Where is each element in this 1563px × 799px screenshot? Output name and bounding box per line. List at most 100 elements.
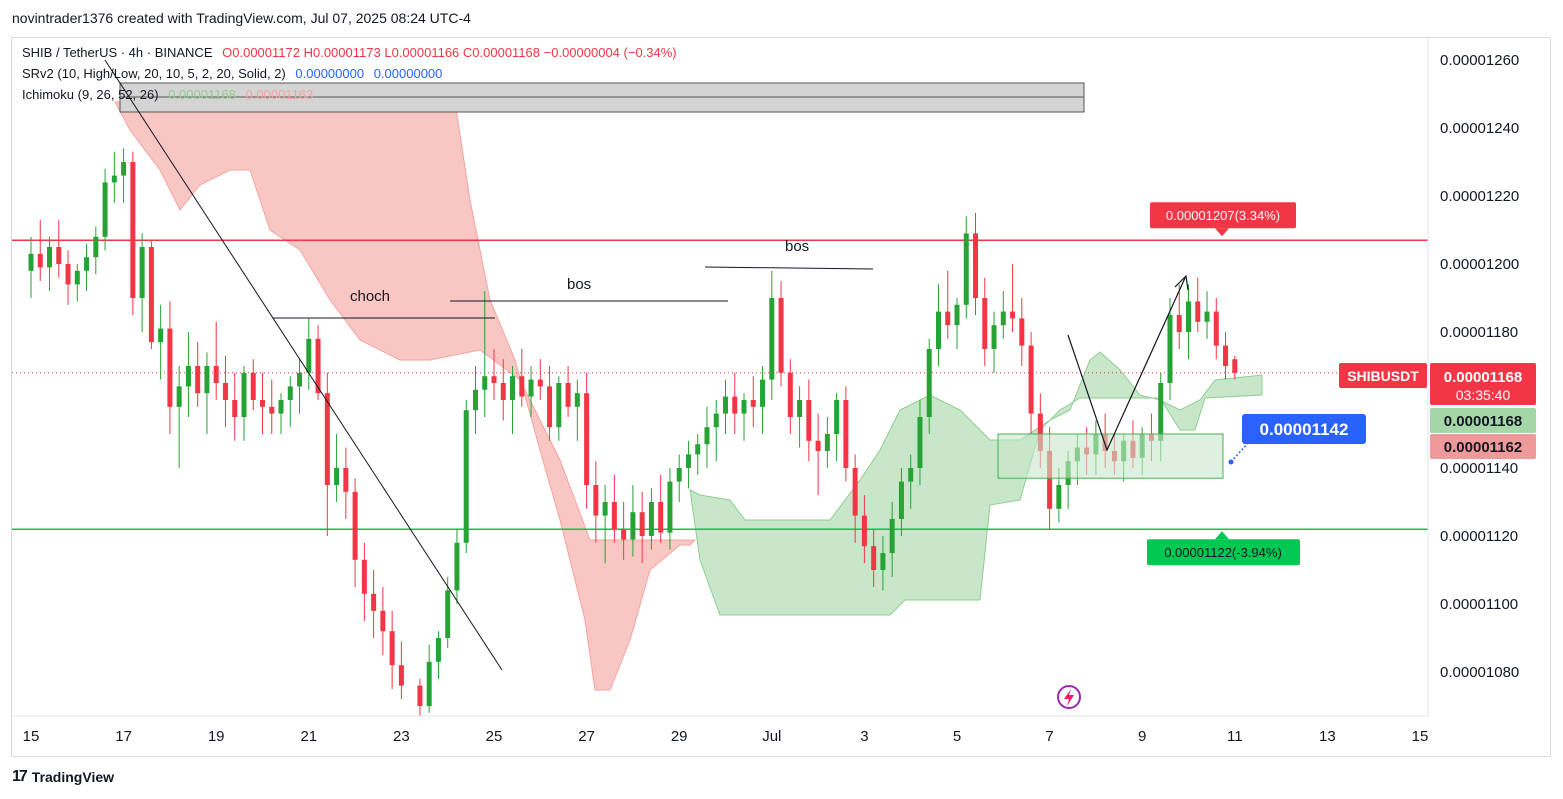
candle-body: [510, 376, 516, 400]
candle-body: [130, 162, 136, 298]
bos-line-2: [704, 266, 874, 270]
candle-body: [1213, 311, 1219, 346]
candle-body: [250, 372, 256, 400]
open-label: O: [222, 45, 233, 60]
candle-body: [528, 379, 534, 397]
y-tick-label: 0.00001080: [1440, 664, 1519, 681]
ichimoku-badge-green-value: 0.00001168: [1444, 413, 1522, 430]
y-tick-label: 0.00001260: [1440, 52, 1519, 69]
candle-body: [926, 349, 932, 417]
candle-body: [148, 247, 154, 343]
srv2-name: SRv2 (10, High/Low, 20, 10, 5, 2, 20, So…: [22, 66, 286, 81]
symbol-name[interactable]: SHIB / TetherUS · 4h · BINANCE: [22, 45, 213, 60]
ichimoku-legend[interactable]: Ichimoku (9, 26, 52, 26) 0.00001168 0.00…: [22, 87, 313, 102]
candle-body: [695, 444, 701, 455]
ohlc-values: O0.00001172 H0.00001173 L0.00001166 C0.0…: [222, 45, 677, 60]
candle-body: [806, 400, 812, 441]
candle-body: [648, 502, 654, 536]
x-tick-label: 25: [486, 728, 503, 745]
ichimoku-value-2: 0.00001163: [245, 87, 314, 102]
y-tick-label: 0.00001100: [1440, 596, 1518, 613]
projection-path: [1067, 277, 1186, 452]
candle-body: [880, 553, 886, 570]
red-level-badge: [1150, 202, 1296, 229]
candle-body: [769, 298, 775, 380]
tradingview-logo-icon: 17: [12, 768, 28, 785]
candle-body: [824, 434, 830, 451]
candle-body: [963, 233, 969, 305]
candle-body: [47, 247, 53, 268]
flash-bolt-icon: [1064, 689, 1074, 706]
green-level-label: 0.00001122(-3.94%): [1164, 545, 1282, 560]
candle-body: [1204, 311, 1210, 322]
candle-body: [158, 328, 164, 343]
candle-body: [954, 304, 960, 326]
candle-body: [37, 253, 43, 268]
candle-body: [602, 502, 608, 516]
candle-body: [1028, 345, 1034, 414]
current-price-badge: [1430, 363, 1536, 405]
low-value: 0.00001166: [391, 45, 460, 60]
candle-body: [732, 396, 738, 414]
candle-body: [167, 328, 173, 407]
x-tick-label: 15: [23, 728, 40, 745]
candle-body: [593, 485, 599, 516]
candle-body: [380, 610, 386, 632]
candle-body: [324, 393, 330, 485]
candle-body: [111, 175, 117, 183]
candle-body: [1047, 451, 1053, 509]
candle-body: [334, 468, 340, 485]
candle-body: [204, 366, 210, 394]
tradingview-footer[interactable]: 17 TradingView: [12, 768, 114, 786]
candle-body: [778, 298, 784, 373]
candle-body: [195, 366, 201, 394]
candle-body: [815, 440, 821, 451]
bos-label-2: bos: [785, 238, 809, 255]
candle-body: [621, 529, 627, 540]
candle-body: [741, 400, 747, 414]
flash-icon[interactable]: [1057, 685, 1081, 709]
candle-body: [297, 372, 303, 387]
candle-body: [945, 311, 951, 326]
candle-body: [121, 162, 127, 176]
candle-body: [352, 491, 358, 560]
x-tick-label: 19: [208, 728, 225, 745]
candle-body: [1019, 318, 1025, 346]
candle-body: [74, 270, 80, 285]
candle-body: [361, 559, 367, 594]
x-tick-label: Jul: [762, 728, 781, 745]
ichimoku-name: Ichimoku (9, 26, 52, 26): [22, 87, 159, 102]
srv2-value-1: 0.00000000: [295, 66, 365, 81]
candle-body: [1000, 311, 1006, 326]
x-tick-label: 3: [860, 728, 868, 745]
candle-body: [65, 264, 71, 285]
green-level-badge: [1147, 539, 1300, 566]
candle-body: [547, 386, 553, 428]
candle-body: [861, 515, 867, 547]
marker-dot: [1228, 459, 1234, 465]
candle-body: [343, 468, 349, 492]
candle-body: [287, 386, 293, 400]
candle-body: [574, 393, 580, 407]
candle-body: [982, 298, 988, 349]
candle-body: [389, 631, 395, 666]
candle-body: [723, 396, 728, 414]
candle-body: [584, 393, 590, 485]
projection-arrowhead-icon: [1174, 274, 1189, 291]
x-tick-label: 27: [578, 728, 595, 745]
candle-body: [537, 379, 543, 387]
ichimoku-badge-green: [1430, 408, 1536, 433]
candle-body: [1232, 359, 1238, 373]
srv2-value-2: 0.00000000: [373, 66, 443, 81]
current-price-value: 0.00001168: [1444, 369, 1522, 386]
srv2-legend[interactable]: SRv2 (10, High/Low, 20, 10, 5, 2, 20, So…: [22, 66, 442, 81]
candle-body: [676, 468, 682, 482]
footer-brand: TradingView: [31, 769, 115, 785]
candle-body: [445, 590, 451, 638]
high-value: 0.00001173: [312, 45, 381, 60]
candle-body: [398, 665, 404, 686]
x-tick-label: 5: [953, 728, 961, 745]
candle-body: [1037, 413, 1043, 451]
y-tick-label: 0.00001240: [1440, 120, 1519, 137]
